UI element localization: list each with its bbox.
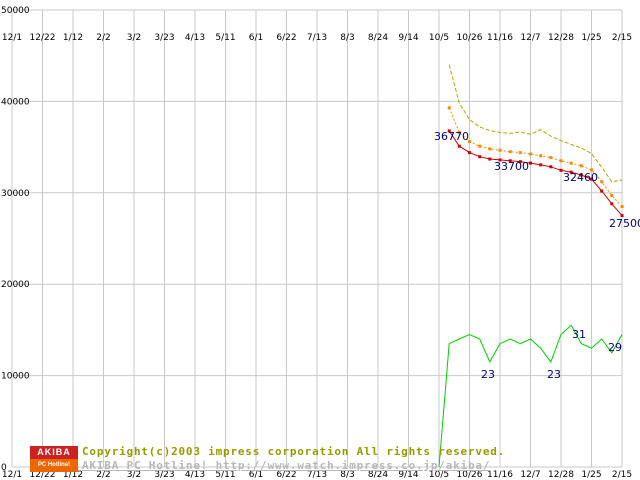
series-lowest-price [447,129,624,218]
svg-text:30000: 30000 [1,189,30,199]
svg-text:12/22: 12/22 [30,470,56,480]
svg-text:6/1: 6/1 [249,33,263,43]
svg-text:6/22: 6/22 [276,33,296,43]
svg-text:7/13: 7/13 [307,470,327,480]
svg-text:23: 23 [481,368,495,381]
gridlines [11,9,623,468]
svg-text:2/2: 2/2 [96,470,110,480]
series-shop-count [438,324,623,468]
series-max-price [448,64,623,183]
svg-text:3/2: 3/2 [127,470,141,480]
svg-text:4/13: 4/13 [185,470,205,480]
svg-text:1/25: 1/25 [581,33,601,43]
svg-text:3/2: 3/2 [127,33,141,43]
akiba-logo-top-text: AKIBA [30,446,78,459]
svg-text:12/28: 12/28 [548,33,574,43]
svg-text:36770: 36770 [434,130,469,143]
svg-text:11/16: 11/16 [487,470,513,480]
y-axis-labels: 0 10000 20000 30000 40000 50000 [1,6,30,473]
svg-text:1/12: 1/12 [63,33,83,43]
svg-text:20000: 20000 [1,280,30,290]
svg-text:50000: 50000 [1,6,30,16]
svg-text:0: 0 [1,463,7,473]
svg-text:12/1: 12/1 [2,470,22,480]
svg-text:11/16: 11/16 [487,33,513,43]
svg-text:8/24: 8/24 [368,33,388,43]
svg-text:12/22: 12/22 [30,33,56,43]
svg-text:6/1: 6/1 [249,470,263,480]
svg-text:12/7: 12/7 [520,33,540,43]
svg-text:2/2: 2/2 [96,33,110,43]
svg-text:40000: 40000 [1,97,30,107]
svg-text:10/5: 10/5 [429,33,449,43]
svg-text:1/12: 1/12 [63,470,83,480]
svg-text:27500: 27500 [609,217,640,230]
svg-text:10000: 10000 [1,372,30,382]
svg-text:3/23: 3/23 [154,470,174,480]
svg-text:1/25: 1/25 [581,470,601,480]
svg-text:5/11: 5/11 [215,470,235,480]
svg-text:7/13: 7/13 [307,33,327,43]
copyright-text: Copyright(c)2003 impress corporation All… [82,445,506,458]
svg-text:3/23: 3/23 [154,33,174,43]
svg-text:6/22: 6/22 [276,470,296,480]
svg-text:2/15: 2/15 [612,33,632,43]
svg-text:4/13: 4/13 [185,33,205,43]
svg-text:29: 29 [608,341,622,354]
svg-text:12/28: 12/28 [548,470,574,480]
svg-text:23: 23 [547,368,561,381]
svg-text:33700: 33700 [494,160,529,173]
svg-text:12/1: 12/1 [2,33,22,43]
svg-text:5/11: 5/11 [215,33,235,43]
svg-text:8/24: 8/24 [368,470,388,480]
svg-text:32460: 32460 [563,171,598,184]
akiba-logo-bottom-text: PC Hotline! [30,459,78,472]
svg-text:10/5: 10/5 [429,470,449,480]
svg-text:9/14: 9/14 [398,470,418,480]
svg-text:10/26: 10/26 [457,33,483,43]
svg-text:2/15: 2/15 [612,470,632,480]
value-labels: 36770 33700 32460 27500 23 23 31 29 [434,130,640,381]
svg-text:31: 31 [572,328,586,341]
svg-text:8/3: 8/3 [340,33,354,43]
svg-text:9/14: 9/14 [398,33,418,43]
akiba-logo: AKIBA PC Hotline! [30,446,78,472]
site-link[interactable]: AKIBA PC Hotline! http://www.watch.impre… [82,459,491,472]
svg-text:12/7: 12/7 [520,470,540,480]
svg-text:10/26: 10/26 [457,470,483,480]
series-average-price [447,106,624,208]
svg-text:8/3: 8/3 [340,470,354,480]
x-axis-labels: 12/1 12/1 12/22 12/22 1/12 1/12 2/2 2/2 3/2 3/2 3/… [2,33,632,480]
